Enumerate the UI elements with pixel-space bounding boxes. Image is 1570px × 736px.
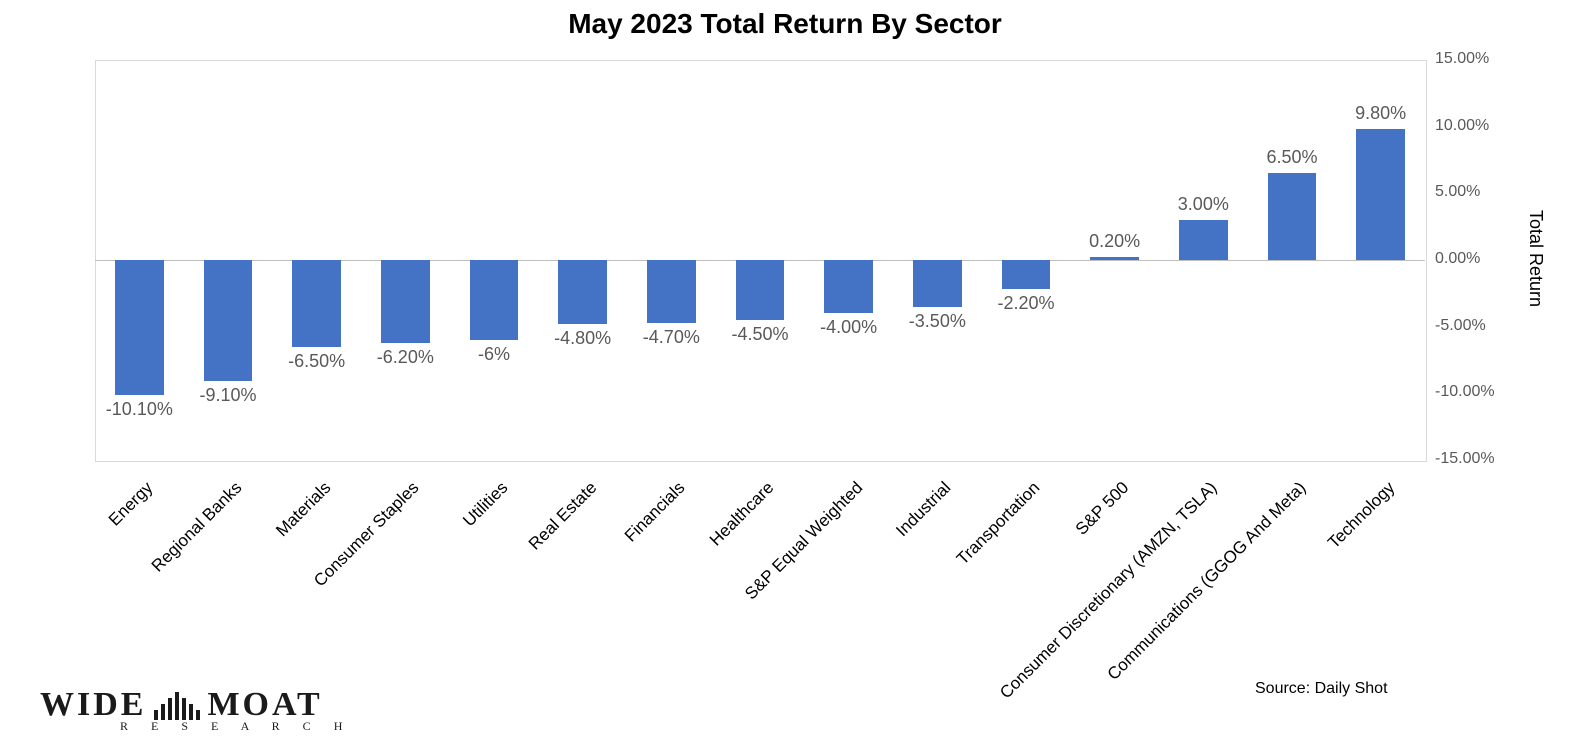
- brand-subtext: R E S E A R C H: [120, 719, 352, 734]
- category-label: S&P 500: [1071, 478, 1132, 539]
- source-text: Source: Daily Shot: [1255, 680, 1388, 698]
- bar: [1179, 220, 1228, 260]
- bar-value-label: -9.10%: [174, 385, 283, 406]
- bar-value-label: 0.20%: [1060, 231, 1169, 252]
- bar: [1090, 257, 1139, 260]
- y-tick-label: 0.00%: [1435, 250, 1480, 268]
- y-tick-label: -10.00%: [1435, 383, 1495, 401]
- bar: [470, 260, 519, 340]
- y-tick-label: -5.00%: [1435, 317, 1486, 335]
- bar: [115, 260, 164, 395]
- y-tick-label: 10.00%: [1435, 117, 1489, 135]
- bar-value-label: 9.80%: [1326, 103, 1435, 124]
- category-label: Communications (GGOG And Meta): [1104, 478, 1311, 685]
- category-label: Industrial: [893, 478, 956, 541]
- bar: [292, 260, 341, 347]
- category-label: Utilities: [459, 478, 512, 531]
- y-tick-label: 5.00%: [1435, 183, 1480, 201]
- bar: [381, 260, 430, 343]
- chart-title: May 2023 Total Return By Sector: [0, 8, 1570, 40]
- bar: [913, 260, 962, 307]
- category-label: Healthcare: [706, 478, 778, 550]
- bar: [1002, 260, 1051, 289]
- category-label: Technology: [1324, 478, 1399, 553]
- bar: [558, 260, 607, 324]
- bar: [1268, 173, 1317, 260]
- bar: [824, 260, 873, 313]
- bar: [1356, 129, 1405, 260]
- category-label: Regional Banks: [148, 478, 246, 576]
- bar: [647, 260, 696, 323]
- y-axis-title: Total Return: [1525, 210, 1546, 307]
- category-label: Transportation: [953, 478, 1044, 569]
- bar-value-label: 6.50%: [1238, 147, 1347, 168]
- category-label: Materials: [272, 478, 335, 541]
- bar-value-label: 3.00%: [1149, 194, 1258, 215]
- bar: [736, 260, 785, 320]
- y-tick-label: -15.00%: [1435, 450, 1495, 468]
- category-label: Financials: [621, 478, 689, 546]
- chart-container: May 2023 Total Return By Sector -10.10%-…: [0, 0, 1570, 736]
- bar-value-label: -2.20%: [972, 293, 1081, 314]
- category-label: Energy: [105, 478, 157, 530]
- bar: [204, 260, 253, 381]
- y-tick-label: 15.00%: [1435, 50, 1489, 68]
- brand-bars-icon: [152, 690, 201, 720]
- category-label: Real Estate: [525, 478, 601, 554]
